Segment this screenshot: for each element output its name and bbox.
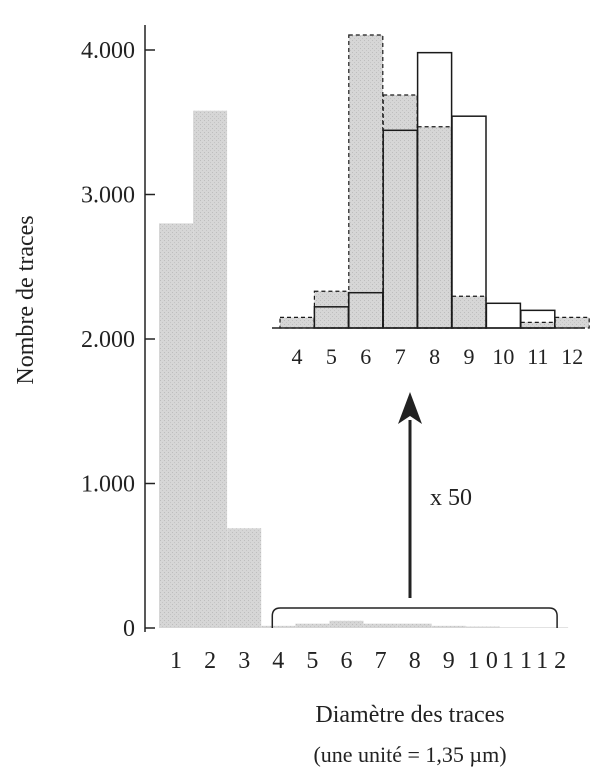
main-bar-6 [329, 620, 364, 628]
main-bar-4 [261, 625, 296, 628]
x-tick-label: 3 [238, 648, 250, 674]
x-tick-label: 4 [272, 648, 284, 674]
main-bar-11 [500, 627, 534, 628]
y-tick-label: 0 [123, 616, 135, 642]
inset-shaded-overlap-11 [520, 321, 556, 329]
inset-x-tick-label: 6 [360, 344, 371, 369]
range-bracket [271, 607, 558, 628]
x-tick-label: 6 [341, 648, 353, 674]
inset-shaded-bar-4 [279, 316, 315, 329]
inset-shaded-overlap-9 [451, 295, 487, 329]
x-tick-label: 12 [536, 648, 566, 674]
inset-x-tick-label: 9 [464, 344, 475, 369]
x-tick-label: 2 [204, 648, 216, 674]
y-tick-label: 3.000 [81, 183, 135, 209]
y-axis-title: Nombre de traces [13, 215, 39, 384]
main-bar-8 [397, 623, 432, 628]
y-tick-label: 4.000 [81, 38, 135, 64]
inset-x-tick-label: 11 [527, 344, 548, 369]
x-tick-label: 1 [170, 648, 182, 674]
x-tick-label: 10 [468, 648, 498, 674]
inset-x-tick-label: 12 [561, 344, 583, 369]
inset-x-tick-label: 7 [395, 344, 406, 369]
inset-shaded-bar-5 [313, 290, 349, 329]
x-axis-title: Diamètre des traces [315, 702, 504, 728]
x-tick-label: 11 [502, 648, 532, 674]
inset-shaded-bar-6 [348, 34, 384, 329]
x-tick-label: 8 [409, 648, 421, 674]
main-bar-7 [363, 623, 398, 628]
y-tick-label: 2.000 [81, 327, 135, 353]
magnify-arrow-head [398, 392, 422, 424]
inset-x-tick-label: 5 [326, 344, 337, 369]
inset-white-fill-10 [486, 303, 521, 328]
main-bar-5 [295, 623, 330, 628]
y-tick-label: 1.000 [81, 472, 135, 498]
inset-white-fill-9 [452, 116, 486, 328]
x-tick-label: 7 [375, 648, 387, 674]
inset-x-tick-label: 4 [292, 344, 303, 369]
inset-shaded-bar-12 [554, 316, 590, 329]
main-bar-10 [465, 626, 500, 628]
inset-shaded-overlap-8 [417, 126, 453, 329]
inset-x-tick-label: 10 [492, 344, 514, 369]
main-bar-1 [159, 223, 193, 628]
main-bar-9 [431, 625, 466, 628]
x-tick-label: 9 [443, 648, 455, 674]
magnification-label: x 50 [430, 485, 472, 511]
main-bar-12 [534, 627, 569, 628]
x-axis-unit-note: (une unité = 1,35 µm) [313, 742, 506, 767]
main-bar-2 [193, 110, 228, 628]
main-bar-3 [227, 528, 262, 628]
x-tick-label: 5 [306, 648, 318, 674]
inset-x-tick-label: 8 [429, 344, 440, 369]
